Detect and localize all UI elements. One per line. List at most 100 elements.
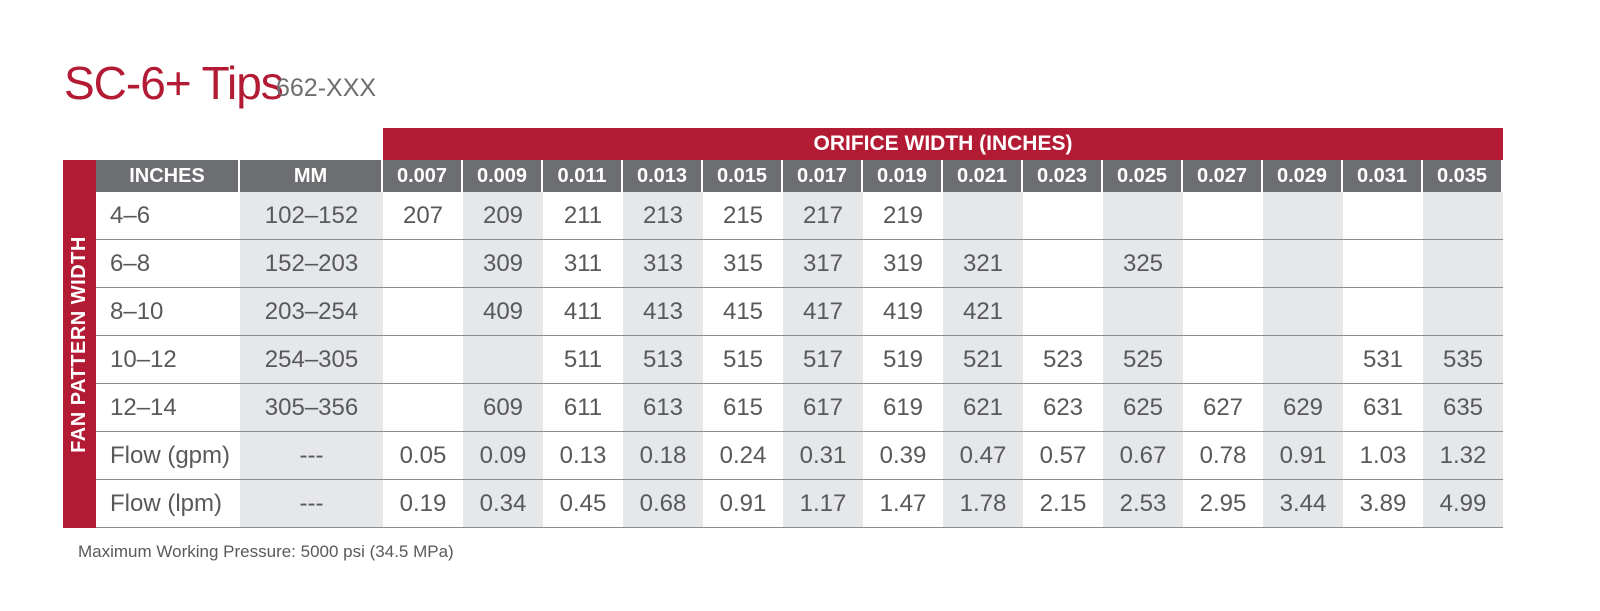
- cell: 535: [1423, 336, 1503, 384]
- cell: 203–254: [240, 288, 383, 336]
- cell: 315: [703, 240, 783, 288]
- cell: [1183, 336, 1263, 384]
- cell: 1.47: [863, 480, 943, 528]
- column-header: 0.013: [623, 160, 703, 192]
- cell: [1343, 288, 1423, 336]
- cell: 325: [1103, 240, 1183, 288]
- cell: [1183, 288, 1263, 336]
- cell: [1263, 192, 1343, 240]
- column-header: 0.007: [383, 160, 463, 192]
- cell: 217: [783, 192, 863, 240]
- cell: 2.15: [1023, 480, 1103, 528]
- cell: 219: [863, 192, 943, 240]
- cell: 519: [863, 336, 943, 384]
- cell: 621: [943, 384, 1023, 432]
- cell: 0.39: [863, 432, 943, 480]
- cell: [1023, 192, 1103, 240]
- cell: 0.47: [943, 432, 1023, 480]
- cell: 102–152: [240, 192, 383, 240]
- cell: 413: [623, 288, 703, 336]
- column-header: 0.017: [783, 160, 863, 192]
- cell: [383, 336, 463, 384]
- column-header: 0.015: [703, 160, 783, 192]
- cell: [1423, 288, 1503, 336]
- column-header: 0.035: [1423, 160, 1503, 192]
- cell: 215: [703, 192, 783, 240]
- cell: [1423, 240, 1503, 288]
- cell: 211: [543, 192, 623, 240]
- side-bar: FAN PATTERN WIDTH: [63, 160, 96, 528]
- cell: [383, 384, 463, 432]
- cell: 317: [783, 240, 863, 288]
- cell: 615: [703, 384, 783, 432]
- row-label: 8–10: [96, 288, 240, 336]
- cell: [1103, 288, 1183, 336]
- cell: 311: [543, 240, 623, 288]
- cell: 0.78: [1183, 432, 1263, 480]
- cell: 0.67: [1103, 432, 1183, 480]
- column-header: 0.009: [463, 160, 543, 192]
- cell: 3.44: [1263, 480, 1343, 528]
- cell: 619: [863, 384, 943, 432]
- cell: [463, 336, 543, 384]
- column-header: 0.027: [1183, 160, 1263, 192]
- cell: 517: [783, 336, 863, 384]
- cell: 1.78: [943, 480, 1023, 528]
- cell: [1183, 192, 1263, 240]
- column-header: 0.019: [863, 160, 943, 192]
- cell: 0.13: [543, 432, 623, 480]
- cell: 313: [623, 240, 703, 288]
- cell: 513: [623, 336, 703, 384]
- cell: 521: [943, 336, 1023, 384]
- row-label: 4–6: [96, 192, 240, 240]
- row-label: Flow (lpm): [96, 480, 240, 528]
- cell: 609: [463, 384, 543, 432]
- cell: 1.17: [783, 480, 863, 528]
- cell: 1.03: [1343, 432, 1423, 480]
- cell: 623: [1023, 384, 1103, 432]
- cell: 635: [1423, 384, 1503, 432]
- cell: 0.09: [463, 432, 543, 480]
- cell: 2.53: [1103, 480, 1183, 528]
- cell: [1423, 192, 1503, 240]
- cell: 209: [463, 192, 543, 240]
- cell: [1183, 240, 1263, 288]
- column-header: 0.029: [1263, 160, 1343, 192]
- cell: [1263, 336, 1343, 384]
- cell: 254–305: [240, 336, 383, 384]
- cell: [1263, 288, 1343, 336]
- cell: [1343, 240, 1423, 288]
- cell: 0.24: [703, 432, 783, 480]
- footer-note: Maximum Working Pressure: 5000 psi (34.5…: [78, 542, 454, 561]
- column-header: MM: [240, 160, 383, 192]
- column-header: 0.023: [1023, 160, 1103, 192]
- title: SC-6+ Tips: [64, 57, 284, 109]
- cell: [943, 192, 1023, 240]
- cell: 617: [783, 384, 863, 432]
- cell: 523: [1023, 336, 1103, 384]
- cell: [1263, 240, 1343, 288]
- cell: ---: [240, 480, 383, 528]
- cell: 515: [703, 336, 783, 384]
- cell: 1.32: [1423, 432, 1503, 480]
- cell: 207: [383, 192, 463, 240]
- column-header: INCHES: [96, 160, 240, 192]
- cell: 0.91: [703, 480, 783, 528]
- row-label: 10–12: [96, 336, 240, 384]
- cell: ---: [240, 432, 383, 480]
- cell: [1103, 192, 1183, 240]
- side-label: FAN PATTERN WIDTH: [68, 235, 90, 453]
- cell: 3.89: [1343, 480, 1423, 528]
- cell: 0.31: [783, 432, 863, 480]
- cell: 411: [543, 288, 623, 336]
- cell: 611: [543, 384, 623, 432]
- cell: 629: [1263, 384, 1343, 432]
- cell: 2.95: [1183, 480, 1263, 528]
- cell: 627: [1183, 384, 1263, 432]
- column-header: 0.025: [1103, 160, 1183, 192]
- subtitle: 662-XXX: [276, 74, 377, 102]
- cell: [383, 288, 463, 336]
- cell: 152–203: [240, 240, 383, 288]
- cell: 409: [463, 288, 543, 336]
- cell: 531: [1343, 336, 1423, 384]
